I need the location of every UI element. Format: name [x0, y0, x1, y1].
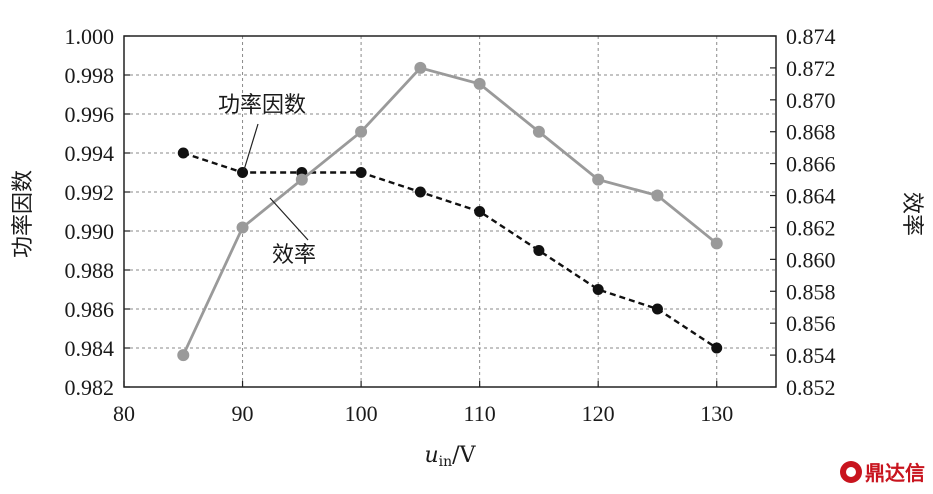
y-axis-right: 0.852 0.854 0.856 0.858 0.860 0.862 0.864 0.866…	[770, 24, 836, 400]
annotation-power-factor: 功率因数	[218, 93, 306, 118]
series-line-efficiency	[182, 66, 718, 356]
data-point-power-factor	[237, 167, 249, 178]
x-axis-title: uin/V	[425, 443, 477, 470]
y-left-tick-label: 0.990	[65, 219, 115, 244]
y-right-tick-label: 0.870	[786, 88, 836, 113]
annotation-leader-power-factor	[243, 123, 259, 171]
y-right-tick-label: 0.866	[786, 152, 836, 177]
data-point-efficiency	[473, 77, 486, 90]
data-point-power-factor	[592, 284, 604, 295]
series-layer	[177, 61, 723, 362]
y-right-tick-label: 0.856	[786, 311, 836, 336]
x-tick-label: 80	[113, 401, 135, 426]
y-left-tick-label: 0.992	[65, 180, 115, 205]
y-left-tick-label: 0.984	[65, 336, 115, 361]
y-right-tick-label: 0.854	[786, 343, 836, 368]
data-point-power-factor	[177, 147, 189, 159]
data-point-efficiency	[414, 61, 427, 74]
data-point-efficiency	[355, 125, 368, 138]
data-point-power-factor	[651, 303, 663, 315]
y-left-tick-label: 1.000	[65, 24, 115, 49]
x-axis: 80 90 100 110 120 130	[113, 381, 733, 426]
y-axis-left-title: 功率因数	[11, 170, 36, 258]
data-point-power-factor	[414, 186, 426, 198]
data-point-efficiency	[177, 349, 190, 362]
y-axis-left: 0.982 0.984 0.986 0.988 0.990 0.992 0.994 0.996…	[65, 24, 130, 400]
x-axis-title-sub: in	[439, 454, 453, 470]
data-point-power-factor	[355, 167, 367, 178]
y-left-tick-label: 0.982	[65, 375, 115, 400]
data-point-efficiency	[532, 125, 545, 138]
annotation-leader-efficiency	[269, 197, 309, 241]
y-left-tick-label: 0.996	[65, 102, 115, 127]
series-line-power-factor	[182, 151, 718, 350]
y-axis-right-title: 效率	[899, 192, 924, 236]
y-right-tick-label: 0.852	[786, 375, 836, 400]
y-right-tick-label: 0.868	[786, 120, 836, 145]
data-point-efficiency	[651, 189, 664, 202]
plot-frame	[123, 35, 777, 388]
data-point-power-factor	[533, 245, 545, 256]
x-axis-title-var: u	[425, 443, 439, 468]
grid-lines	[124, 36, 776, 387]
watermark-text: 鼎达信	[865, 461, 925, 485]
watermark: 鼎达信	[840, 457, 925, 486]
x-tick-label: 100	[345, 401, 378, 426]
y-right-tick-label: 0.862	[786, 215, 836, 240]
x-tick-label: 130	[700, 401, 733, 426]
x-tick-label: 90	[232, 401, 254, 426]
data-point-power-factor	[474, 206, 486, 217]
data-point-efficiency	[295, 173, 308, 186]
data-point-power-factor	[711, 342, 723, 354]
data-point-efficiency	[710, 237, 723, 250]
y-left-tick-label: 0.986	[65, 297, 115, 322]
y-right-tick-label: 0.864	[786, 184, 836, 209]
y-left-tick-label: 0.998	[65, 63, 115, 88]
x-tick-label: 110	[464, 401, 496, 426]
x-axis-title-unit: /V	[452, 443, 476, 468]
data-point-efficiency	[236, 221, 249, 234]
x-tick-label: 120	[582, 401, 615, 426]
y-right-tick-label: 0.872	[786, 56, 836, 81]
y-right-tick-label: 0.874	[786, 24, 836, 49]
y-right-tick-label: 0.858	[786, 279, 836, 304]
data-point-efficiency	[592, 173, 605, 186]
annotation-efficiency: 效率	[272, 243, 316, 268]
y-left-tick-label: 0.994	[65, 141, 115, 166]
y-left-tick-label: 0.988	[65, 258, 115, 283]
y-right-tick-label: 0.860	[786, 247, 836, 272]
watermark-logo-icon	[840, 460, 862, 483]
